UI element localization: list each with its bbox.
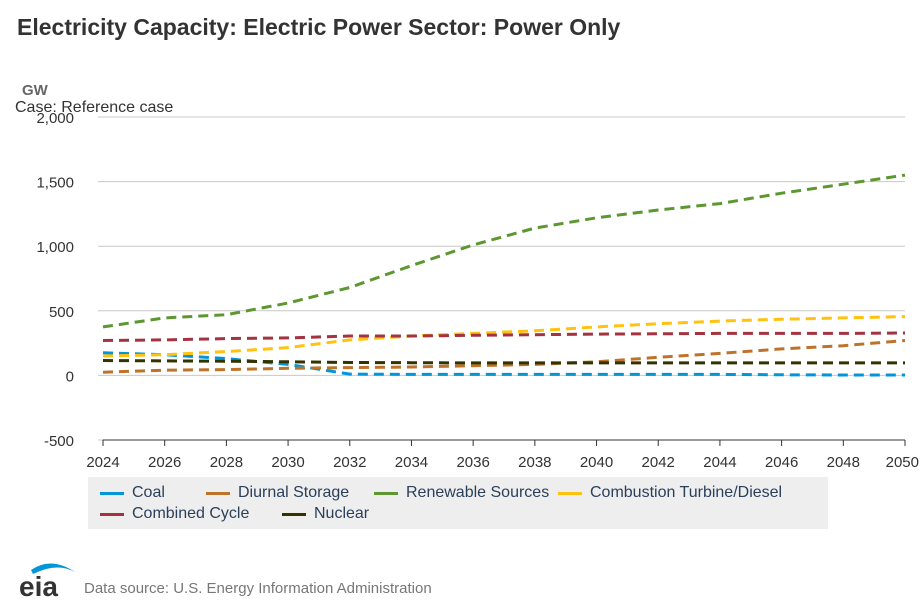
logo-text: eia (19, 571, 58, 600)
series-line-renewable-sources[interactable] (102, 173, 906, 329)
y-tick-label: -500 (44, 433, 74, 450)
x-tick-label: 2048 (827, 454, 860, 471)
legend-label: Combined Cycle (132, 505, 250, 522)
x-tick-label: 2038 (518, 454, 551, 471)
y-tick-label: 1,000 (36, 239, 74, 256)
series-line-combined-cycle[interactable] (102, 331, 906, 342)
x-tick-label: 2024 (86, 454, 119, 471)
series-line-nuclear[interactable] (102, 359, 905, 365)
legend-label: Diurnal Storage (238, 484, 350, 501)
gridlines (98, 116, 905, 441)
legend-label: Combustion Turbine/Diesel (590, 484, 783, 501)
legend-swatch (282, 512, 306, 516)
x-tick-label: 2044 (703, 454, 736, 471)
legend-swatch (100, 512, 124, 516)
legend-label: Nuclear (314, 505, 370, 522)
x-tick-label: 2046 (765, 454, 798, 471)
legend-item-combustion-turbine-diesel[interactable]: Combustion Turbine/Diesel (558, 484, 782, 502)
x-tick-label: 2050 (886, 454, 919, 471)
axes: -500 0 500 1,000 1,500 2,000 2024 2026 2028 2030 2… (36, 110, 919, 471)
legend-item-renewable-sources[interactable]: Renewable Sources (374, 484, 549, 502)
x-tick-label: 2040 (580, 454, 613, 471)
legend-swatch (374, 491, 398, 495)
series-line-coal[interactable] (102, 351, 905, 377)
legend-item-diurnal-storage[interactable]: Diurnal Storage (206, 484, 349, 502)
x-tick-label: 2034 (395, 454, 428, 471)
y-tick-label: 1,500 (36, 175, 74, 192)
eia-logo: eia (17, 560, 79, 605)
series-lines (102, 173, 906, 377)
series-line-combustion-turbine-diesel[interactable] (102, 315, 906, 358)
legend-label: Coal (132, 484, 165, 501)
legend-item-nuclear[interactable]: Nuclear (282, 505, 369, 523)
x-tick-label: 2026 (148, 454, 181, 471)
legend-swatch (100, 491, 124, 495)
y-tick-label: 500 (49, 304, 74, 321)
x-tick-label: 2036 (456, 454, 489, 471)
series-line-diurnal-storage[interactable] (102, 339, 906, 374)
legend-item-coal[interactable]: Coal (100, 484, 165, 502)
data-source: Data source: U.S. Energy Information Adm… (84, 580, 432, 597)
x-tick-label: 2030 (271, 454, 304, 471)
x-tick-label: 2028 (210, 454, 243, 471)
y-axis-unit: GW (22, 82, 48, 99)
x-tick-label: 2032 (333, 454, 366, 471)
chart-title: Electricity Capacity: Electric Power Sec… (17, 14, 621, 40)
x-tick-label: 2042 (642, 454, 675, 471)
legend: Coal Diurnal Storage Renewable Sources Comb… (88, 477, 828, 529)
legend-item-combined-cycle[interactable]: Combined Cycle (100, 505, 249, 523)
legend-swatch (558, 491, 582, 495)
legend-label: Renewable Sources (406, 484, 550, 501)
y-tick-label: 2,000 (36, 110, 74, 127)
legend-swatch (206, 491, 230, 495)
y-tick-label: 0 (66, 368, 74, 385)
case-label: Case: Reference case (15, 99, 174, 116)
